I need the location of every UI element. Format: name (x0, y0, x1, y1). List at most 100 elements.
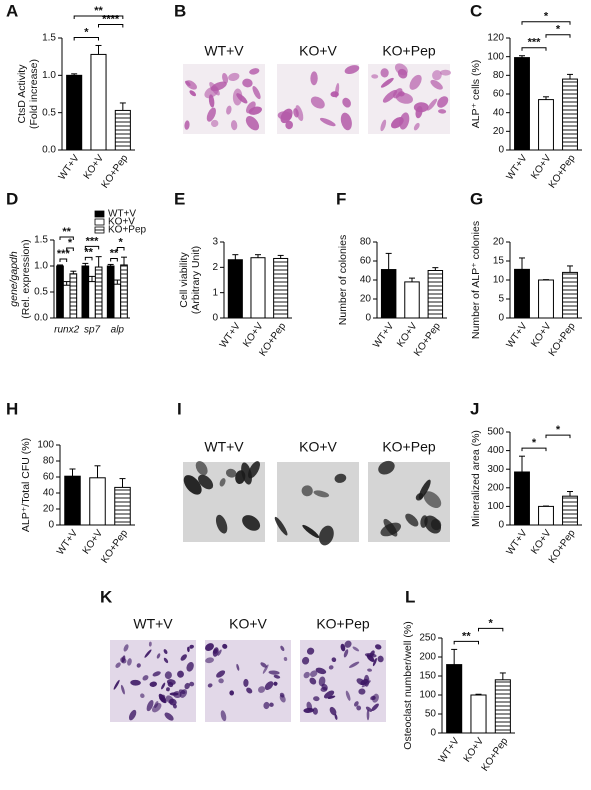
cell (148, 641, 152, 647)
cell (215, 514, 228, 534)
bar (538, 99, 554, 151)
y-tick-label: 100 (419, 690, 436, 701)
bar (514, 471, 530, 526)
legend-label: KO+V (108, 217, 135, 228)
bar (62, 284, 71, 319)
significance-bracket (116, 246, 125, 251)
cell (219, 478, 226, 487)
y-tick-label: 10 (493, 275, 505, 286)
bar (106, 265, 115, 319)
significance-label: *** (528, 37, 542, 49)
y-tick-label: 2 (212, 262, 218, 273)
cell (302, 524, 320, 538)
cell (418, 479, 431, 500)
cell (279, 694, 286, 703)
cell (413, 122, 420, 131)
bar (470, 694, 487, 734)
y-axis-label: ALP⁺/Total CFU (%) (20, 438, 32, 532)
significance-label: ** (62, 226, 71, 238)
legend-swatch (94, 210, 105, 218)
panel-letter: C (470, 1, 482, 20)
cell (166, 687, 170, 692)
cell (220, 710, 227, 722)
cell (120, 684, 125, 695)
panel-letter: A (6, 1, 18, 20)
cell (382, 89, 398, 103)
cell (245, 116, 260, 131)
cell (334, 713, 338, 720)
cell (437, 96, 449, 108)
y-axis-label: Number of colonies (337, 235, 349, 325)
significance-bracket (98, 23, 124, 28)
bar (446, 664, 463, 734)
cell (364, 652, 377, 658)
panel-letter: K (100, 587, 113, 606)
y-tick-label: 0 (48, 520, 54, 531)
cell (415, 105, 423, 119)
y-tick-label: 1.0 (34, 261, 48, 272)
cell (245, 101, 256, 114)
y-tick-label: 300 (487, 464, 504, 475)
cell (222, 72, 229, 84)
y-tick-label: 0.5 (42, 107, 56, 118)
cell (206, 107, 216, 122)
cell (313, 696, 320, 702)
cell (285, 120, 293, 130)
y-tick-label: 80 (360, 237, 372, 248)
x-tick-label: WT+V (57, 153, 82, 183)
y-axis-label: ALP⁺ cells (%) (470, 60, 482, 129)
cell (180, 654, 187, 661)
x-tick-label: alp (111, 325, 125, 336)
cell (380, 119, 387, 132)
y-tick-label: 0 (498, 520, 504, 531)
cell (380, 77, 394, 88)
cell (264, 681, 274, 690)
panel-letter: E (174, 189, 185, 208)
y-tick-label: 20 (493, 126, 505, 137)
y-tick-label: 0 (498, 145, 504, 156)
cell (375, 644, 382, 650)
cell (309, 677, 317, 685)
y-tick-label: 100 (37, 440, 54, 451)
cell (301, 656, 310, 665)
cell (252, 86, 261, 100)
bar (64, 475, 81, 526)
cell (391, 117, 404, 129)
x-tick-label: runx2 (54, 325, 79, 336)
y-tick-label: 500 (487, 427, 504, 438)
cell (159, 694, 166, 701)
y-tick-label: 40 (43, 488, 55, 499)
cell (218, 678, 224, 684)
cell (343, 649, 349, 658)
bar (514, 57, 530, 151)
cell (306, 647, 315, 655)
cell (198, 474, 214, 490)
panel-letter: H (6, 399, 18, 418)
x-tick-label: KO+V (529, 528, 554, 557)
image-label: WT+V (204, 43, 244, 59)
legend-label: WT+V (108, 209, 136, 220)
y-tick-label: 5 (498, 294, 504, 305)
significance-bracket (545, 34, 571, 38)
cell (372, 657, 377, 667)
significance-label: ** (84, 246, 93, 258)
cell (249, 68, 260, 75)
legend-label: KO+Pep (108, 225, 147, 236)
image-label: WT+V (204, 439, 244, 455)
bar (66, 74, 83, 151)
cell (395, 92, 413, 104)
cell (169, 692, 179, 696)
cell (123, 644, 129, 652)
significance-bracket (73, 36, 99, 41)
panel-letter: L (405, 587, 415, 606)
cell (242, 515, 261, 531)
cell (280, 645, 285, 652)
cell (361, 680, 371, 688)
cell (128, 709, 137, 721)
cell (189, 90, 197, 97)
y-tick-label: 200 (487, 482, 504, 493)
significance-bracket (73, 15, 124, 19)
significance-label: * (68, 237, 73, 249)
y-tick-label: 1.0 (42, 70, 56, 81)
